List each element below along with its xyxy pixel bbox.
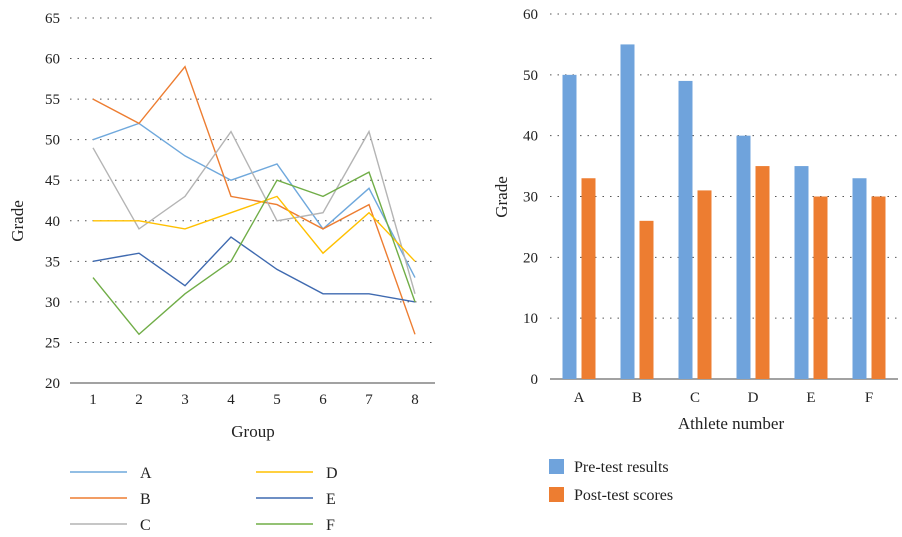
legend-item-b: B <box>70 491 151 508</box>
bar-chart-bars <box>562 44 886 380</box>
line-chart-y-axis-title: Grade <box>8 200 27 242</box>
legend-label: A <box>140 465 152 482</box>
bar-pre-f <box>852 178 867 379</box>
series-line-e <box>92 236 416 303</box>
bar-pre-e <box>794 166 809 379</box>
line-chart-y-tick-label: 20 <box>45 376 60 392</box>
line-chart-y-tick-label: 35 <box>45 254 60 270</box>
series-line-c <box>92 129 416 294</box>
bar-chart-y-axis-title: Grade <box>492 176 511 218</box>
line-chart-y-tick-label: 25 <box>45 335 60 351</box>
bar-chart-y-tick-label: 10 <box>523 311 538 327</box>
bar-chart-legend: Pre-test results Post-test scores <box>549 459 673 504</box>
line-chart-x-tick-labels: 1 2 3 4 5 6 7 8 <box>89 392 419 408</box>
legend-item-c: C <box>70 517 151 534</box>
legend-label: F <box>326 517 335 534</box>
bar-chart-x-tick-label: C <box>690 390 700 406</box>
bar-chart-y-tick-label: 0 <box>531 372 539 388</box>
line-chart-y-tick-label: 60 <box>45 52 60 68</box>
bar-chart-y-tick-label: 40 <box>523 129 538 145</box>
bar-chart-x-tick-labels: A B C D E F <box>574 390 874 406</box>
bar-pre-c <box>678 80 693 380</box>
bar-chart-x-tick-label: A <box>574 390 585 406</box>
line-chart-y-tick-label: 45 <box>45 173 60 189</box>
legend-item-post-test: Post-test scores <box>549 487 673 504</box>
line-chart-x-tick-label: 2 <box>135 392 143 408</box>
series-line-b <box>92 65 416 335</box>
line-chart-x-tick-label: 3 <box>181 392 189 408</box>
bar-chart-x-tick-label: B <box>632 390 642 406</box>
series-line-a <box>92 122 416 278</box>
legend-label: E <box>326 491 336 508</box>
legend-swatch <box>549 459 564 474</box>
line-chart-x-tick-label: 1 <box>89 392 97 408</box>
bar-pre-a <box>562 74 577 379</box>
legend-item-f: F <box>256 517 335 534</box>
legend-label: Post-test scores <box>574 487 673 504</box>
legend-item-a: A <box>70 465 152 482</box>
legend-label: C <box>140 517 151 534</box>
line-chart-y-tick-label: 40 <box>45 214 60 230</box>
legend-label: D <box>326 465 338 482</box>
line-chart-x-tick-label: 4 <box>227 392 235 408</box>
series-line-d <box>93 195 416 262</box>
legend-swatch <box>549 487 564 502</box>
bar-chart-x-tick-label: E <box>806 390 815 406</box>
bar-chart-x-axis-title: Athlete number <box>678 414 785 433</box>
bar-pre-b <box>620 44 635 380</box>
bar-chart-y-tick-label: 30 <box>523 190 538 206</box>
bar-chart-x-tick-label: F <box>865 390 873 406</box>
line-chart-x-tick-label: 5 <box>273 392 281 408</box>
bar-post-c <box>697 190 712 379</box>
bar-chart-y-tick-label: 20 <box>523 250 538 266</box>
line-chart-x-tick-label: 7 <box>365 392 373 408</box>
bar-chart-y-tick-labels: 0 10 20 30 40 50 60 <box>523 7 538 388</box>
legend-item-pre-test: Pre-test results <box>549 459 669 476</box>
bar-chart-gridlines <box>550 13 898 319</box>
bar-chart-y-tick-label: 50 <box>523 68 538 84</box>
legend-label: Pre-test results <box>574 459 669 476</box>
line-chart-y-tick-label: 30 <box>45 295 60 311</box>
line-chart-x-tick-label: 8 <box>411 392 419 408</box>
bar-post-b <box>639 220 654 379</box>
line-chart-y-tick-label: 65 <box>45 11 60 27</box>
line-chart-y-tick-label: 50 <box>45 133 60 149</box>
legend-item-e: E <box>256 491 336 508</box>
line-chart-y-tick-label: 55 <box>45 92 60 108</box>
legend-item-d: D <box>256 465 338 482</box>
bar-post-f <box>871 196 886 379</box>
bar-chart-y-tick-label: 60 <box>523 7 538 23</box>
bar-pre-d <box>736 135 751 379</box>
bar-chart-x-tick-label: D <box>748 390 759 406</box>
series-line-f <box>92 171 416 336</box>
bar-chart: 0 10 20 30 40 50 60 A B C D E F Athlete number Grad… <box>492 7 898 504</box>
line-chart-series-lines <box>92 65 416 336</box>
bar-post-a <box>581 178 596 379</box>
line-chart-legend: ABC DEF <box>70 465 338 534</box>
line-chart-gridlines <box>70 17 435 343</box>
legend-label: B <box>140 491 151 508</box>
line-chart-y-tick-labels: 20 25 30 35 40 45 50 55 60 65 <box>45 11 60 392</box>
line-chart-x-axis-title: Group <box>231 422 274 441</box>
bar-post-d <box>755 166 770 379</box>
bar-post-e <box>813 196 828 379</box>
line-chart-x-tick-label: 6 <box>319 392 327 408</box>
